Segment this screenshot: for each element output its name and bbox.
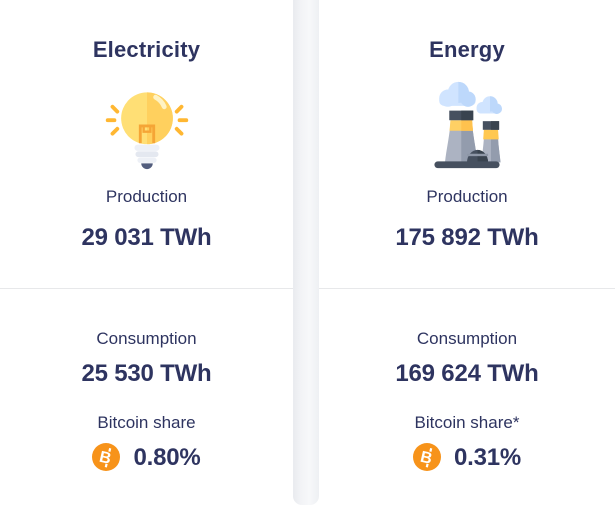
electricity-card: Electricity bbox=[0, 0, 293, 509]
production-value: 29 031 TWh bbox=[81, 224, 212, 251]
lightbulb-icon bbox=[101, 79, 193, 171]
svg-text:B: B bbox=[98, 449, 113, 468]
electricity-production-section: Electricity bbox=[0, 0, 293, 288]
power-plant-icon bbox=[421, 79, 513, 171]
consumption-value: 25 530 TWh bbox=[81, 360, 212, 387]
bitcoin-share-row: B 0.80% bbox=[92, 443, 201, 471]
consumption-label: Consumption bbox=[416, 329, 518, 348]
card-title-energy: Energy bbox=[429, 37, 505, 62]
svg-text:B: B bbox=[419, 449, 434, 468]
bitcoin-icon: B bbox=[412, 443, 441, 471]
bitcoin-share-label: Bitcoin share* bbox=[414, 413, 520, 432]
bitcoin-share-value: 0.80% bbox=[133, 443, 201, 471]
vertical-divider bbox=[293, 0, 319, 505]
production-label: Production bbox=[426, 187, 508, 206]
bitcoin-share-row: B 0.31% bbox=[412, 443, 522, 471]
consumption-label: Consumption bbox=[96, 329, 197, 348]
energy-card: Energy bbox=[319, 0, 615, 509]
bitcoin-share-label: Bitcoin share bbox=[97, 413, 196, 432]
production-value: 175 892 TWh bbox=[395, 224, 539, 251]
consumption-value: 169 624 TWh bbox=[395, 360, 539, 387]
bitcoin-icon: B bbox=[92, 443, 121, 471]
energy-consumption-section: Consumption 169 624 TWh Bitcoin share* B… bbox=[319, 288, 615, 509]
energy-production-section: Energy bbox=[319, 0, 615, 288]
electricity-consumption-section: Consumption 25 530 TWh Bitcoin share B 0… bbox=[0, 288, 293, 509]
card-title-electricity: Electricity bbox=[92, 37, 201, 62]
production-label: Production bbox=[105, 187, 188, 206]
bitcoin-share-value: 0.31% bbox=[453, 443, 522, 471]
